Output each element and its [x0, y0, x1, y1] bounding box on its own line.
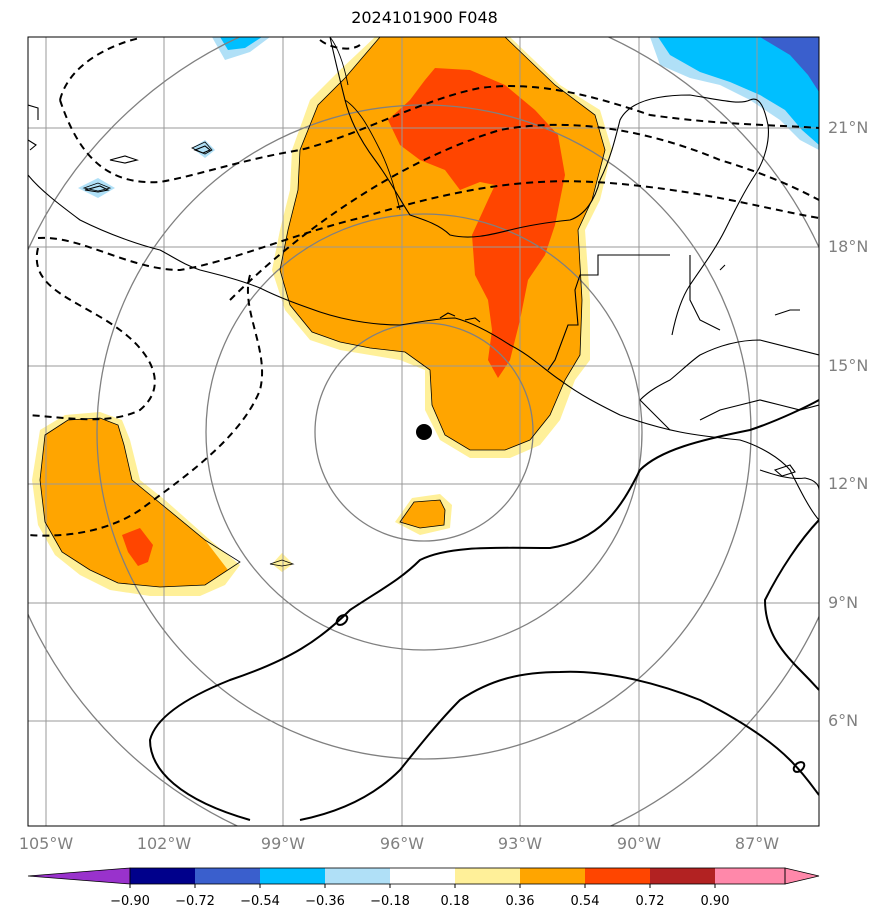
lon-label-90w: 90°W: [616, 834, 662, 853]
lat-label-6n: 6°N: [828, 711, 859, 730]
lon-label-99w: 99°W: [260, 834, 306, 853]
colorbar-tick-label: 0.90: [700, 894, 730, 909]
negative-blob-northeast-dark: [760, 37, 819, 92]
latitude-gridlines: [28, 127, 819, 722]
storm-center-marker: [416, 424, 432, 440]
colorbar-tick-label: 0.72: [635, 894, 665, 909]
anomaly-blob-southwest-red: [122, 528, 153, 566]
colorbar-tick-label: 0.18: [440, 894, 470, 909]
lon-label-87w: 87°W: [734, 834, 780, 853]
lon-label-93w: 93°W: [497, 834, 543, 853]
lat-label-21n: 21°N: [828, 118, 869, 137]
anomaly-blob-main-red: [388, 68, 565, 378]
negative-blob-northeast: [658, 37, 819, 145]
colorbar-tick-label: −0.72: [175, 894, 215, 909]
negative-anomaly-fields: [78, 37, 819, 198]
negative-speck-1: [192, 140, 215, 158]
map-title: 2024101900 F048: [351, 8, 498, 27]
anomaly-blob-small: [400, 500, 445, 528]
colorbar-tick-label: −0.54: [240, 894, 280, 909]
longitude-gridlines: [45, 37, 758, 826]
range-rings: [28, 37, 819, 826]
lat-label-15n: 15°N: [828, 356, 869, 375]
lon-label-102w: 102°W: [136, 834, 192, 853]
colorbar-tick-label: 0.54: [570, 894, 600, 909]
colorbar-tick-label: −0.18: [370, 894, 410, 909]
negative-speck-2: [78, 178, 115, 198]
colorbar-tick-label: −0.90: [110, 894, 150, 909]
colorbar-extend-high: [784, 867, 820, 885]
anomaly-blob-southwest: [40, 418, 228, 587]
lon-label-96w: 96°W: [379, 834, 425, 853]
dashed-contours: [28, 37, 819, 537]
lon-label-105w: 105°W: [18, 834, 74, 853]
lat-label-12n: 12°N: [828, 474, 869, 493]
solid-contours: [148, 399, 819, 821]
lat-label-18n: 18°N: [828, 237, 869, 256]
colorbar-tick-label: 0.36: [505, 894, 535, 909]
colorbar-tick-label: −0.36: [305, 894, 345, 909]
plot-frame: [27, 36, 820, 827]
anomaly-outlines: [39, 37, 606, 588]
colorbar-extend-low: [27, 867, 131, 885]
colorbar: [27, 867, 820, 888]
lat-label-9n: 9°N: [828, 593, 859, 612]
coastlines: [28, 37, 819, 521]
country-borders: [329, 37, 401, 211]
